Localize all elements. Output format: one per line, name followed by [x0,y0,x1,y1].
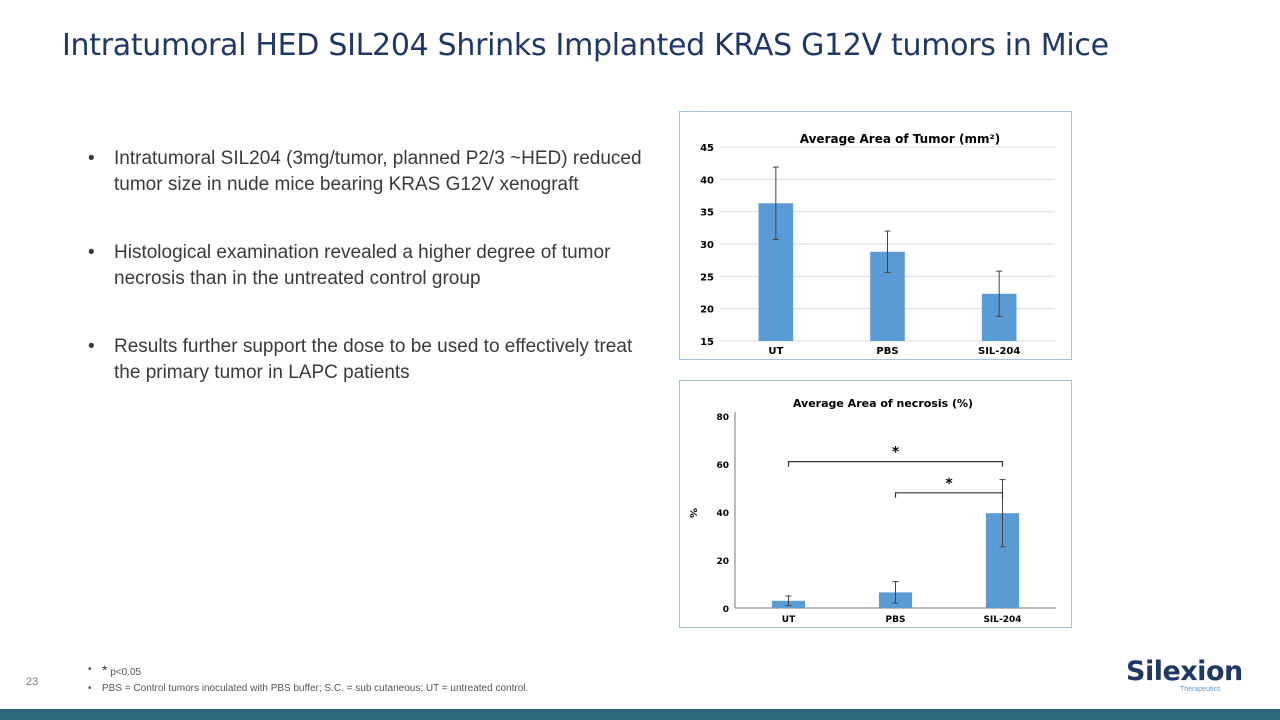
tumor-area-chart: Average Area of Tumor (mm²) 15 20 25 30 35 40… [679,111,1072,360]
bullet-list: Intratumoral SIL204 (3mg/tumor, planned … [88,146,648,428]
x-tick-label: SIL-204 [983,615,1021,625]
significance-bracket [894,492,1004,498]
silexion-logo: Silexion Therapeutics [1126,656,1243,696]
x-tick-label: PBS [886,615,906,625]
bullet-item: Results further support the dose to be u… [88,334,648,386]
page-number: 23 [26,676,39,688]
logo-subtitle: Therapeutics [1180,686,1221,693]
bullet-item: Histological examination revealed a high… [88,240,648,292]
y-tick-label: 80 [716,413,729,423]
y-tick-label: 40 [716,509,729,519]
y-tick-label: 35 [700,208,714,219]
y-tick-label: 0 [723,605,729,615]
chart-title: Average Area of Tumor (mm²) [800,132,1001,146]
y-axis-label: % [687,508,698,518]
y-tick-label: 30 [700,240,714,251]
footnotes: * p<0.05 PBS = Control tumors inoculated… [88,662,528,697]
significance-star: * [945,476,953,492]
footnote-star: * [102,662,108,678]
y-tick-label: 25 [700,272,714,283]
bullet-item: Intratumoral SIL204 (3mg/tumor, planned … [88,146,648,198]
x-tick-label: PBS [876,346,898,357]
logo-wordmark: Silexion [1126,656,1243,687]
footnote-p-value: p<0.05 [110,667,142,678]
necrosis-area-chart: Average Area of necrosis (%) % 0 20 40 60 80… [679,380,1072,628]
footnote-significance: * p<0.05 [88,662,528,681]
y-tick-label: 20 [716,557,729,567]
footnote-definitions: PBS = Control tumors inoculated with PBS… [88,681,528,697]
significance-bracket [787,461,1004,467]
significance-star: * [892,445,900,461]
footer-bar [0,709,1280,720]
x-tick-label: UT [768,346,783,357]
slide-title: Intratumoral HED SIL204 Shrinks Implante… [62,28,1109,63]
y-tick-label: 15 [700,337,714,348]
necrosis-area-chart-svg: Average Area of necrosis (%) % 0 20 40 60 80… [687,397,1056,625]
y-tick-label: 45 [700,143,714,154]
x-tick-label: SIL-204 [978,346,1020,357]
x-tick-label: UT [782,615,796,625]
y-tick-label: 20 [700,305,714,316]
y-tick-label: 40 [700,175,714,186]
chart-title: Average Area of necrosis (%) [793,397,973,410]
tumor-area-chart-svg: Average Area of Tumor (mm²) 15 20 25 30 35 40… [700,132,1055,357]
y-tick-label: 60 [716,461,729,471]
